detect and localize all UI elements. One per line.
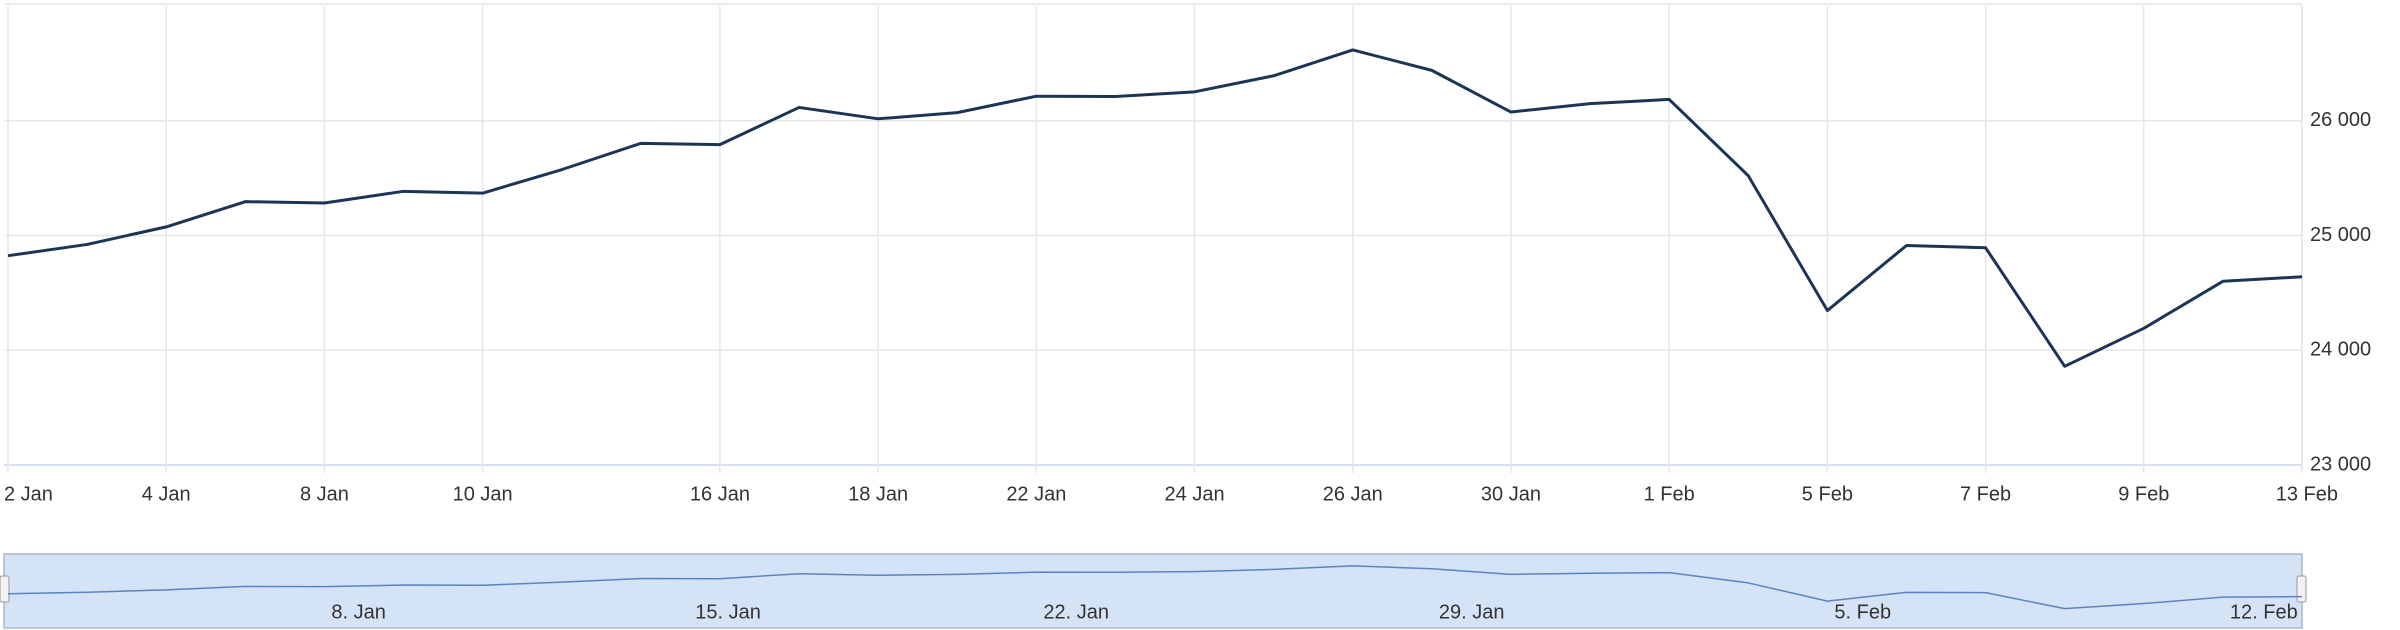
x-tick-label: 18 Jan xyxy=(848,483,908,505)
navigator-label: 29. Jan xyxy=(1439,601,1505,623)
navigator-label: 8. Jan xyxy=(331,601,385,623)
x-tick-label: 24 Jan xyxy=(1165,483,1225,505)
x-tick-label: 9 Feb xyxy=(2118,483,2169,505)
x-tick-label: 16 Jan xyxy=(690,483,750,505)
y-tick-label: 23 000 xyxy=(2310,453,2371,475)
x-tick-label: 8 Jan xyxy=(300,483,349,505)
navigator-label: 15. Jan xyxy=(695,601,761,623)
x-tick-label: 4 Jan xyxy=(142,483,191,505)
navigator-handle[interactable] xyxy=(0,575,10,603)
x-tick-label: 30 Jan xyxy=(1481,483,1541,505)
y-tick-label: 25 000 xyxy=(2310,224,2371,246)
navigator-series xyxy=(7,565,2303,610)
navigator-handle[interactable] xyxy=(2296,575,2307,603)
x-tick-label: 7 Feb xyxy=(1960,483,2011,505)
y-tick-label: 26 000 xyxy=(2310,109,2371,131)
x-tick-label: 10 Jan xyxy=(453,483,513,505)
navigator-window[interactable] xyxy=(3,553,2303,629)
x-tick-label: 13 Feb xyxy=(2276,483,2338,505)
line-series xyxy=(7,48,2303,368)
navigator-label: 5. Feb xyxy=(1834,601,1891,623)
navigator-label: 12. Feb xyxy=(2230,601,2298,623)
navigator-label: 22. Jan xyxy=(1043,601,1109,623)
y-tick-label: 24 000 xyxy=(2310,339,2371,361)
x-tick-label: 5 Feb xyxy=(1802,483,1853,505)
x-tick-label: 26 Jan xyxy=(1323,483,1383,505)
x-tick-label: 1 Feb xyxy=(1644,483,1695,505)
x-tick-label: 2 Jan xyxy=(4,483,53,505)
x-tick-label: 22 Jan xyxy=(1006,483,1066,505)
